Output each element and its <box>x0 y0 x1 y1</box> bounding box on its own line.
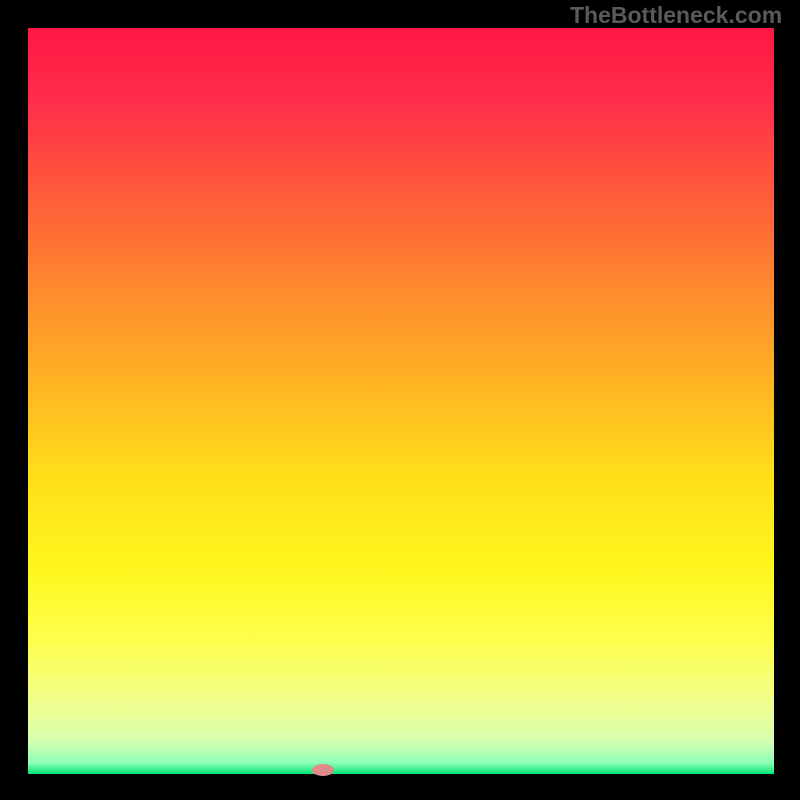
plot-background <box>28 28 774 774</box>
minimum-marker <box>312 764 334 776</box>
watermark-text: TheBottleneck.com <box>570 2 782 29</box>
plot-area <box>0 0 800 800</box>
chart-container: TheBottleneck.com <box>0 0 800 800</box>
